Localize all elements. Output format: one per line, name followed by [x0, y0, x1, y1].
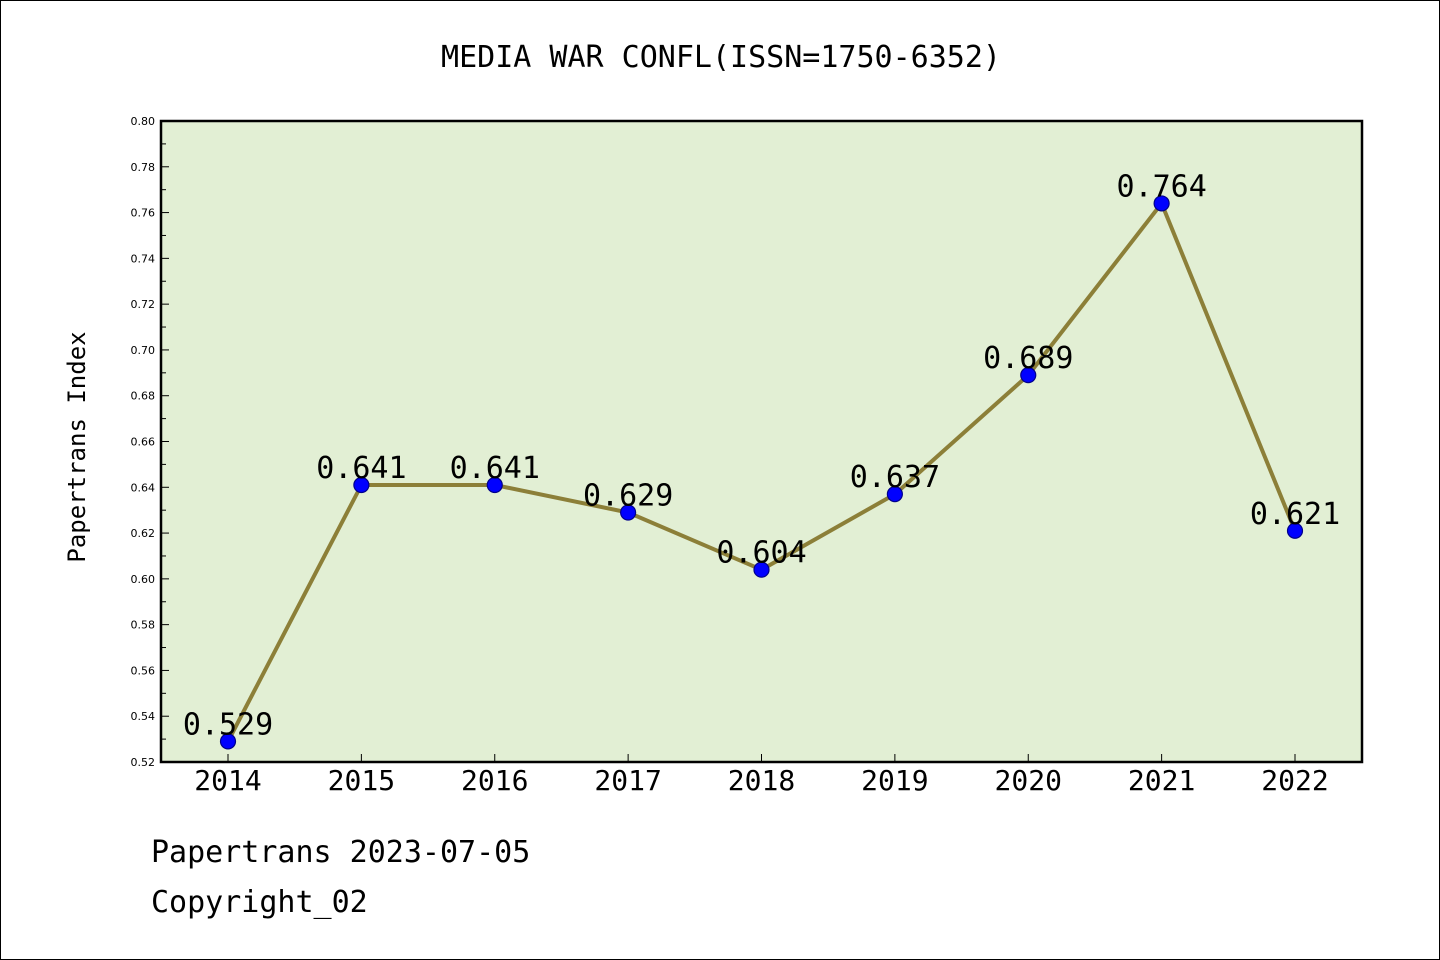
y-tick-label: 0.78 [131, 161, 156, 174]
data-label: 0.604 [716, 536, 806, 571]
data-point-marker [486, 476, 503, 494]
footer-copyright-line: Copyright_02 [151, 885, 368, 920]
y-tick-label: 0.74 [131, 252, 156, 265]
y-tick-label: 0.54 [131, 710, 156, 723]
data-label: 0.629 [583, 478, 673, 513]
y-tick-label: 0.68 [131, 390, 156, 403]
data-point-marker [353, 476, 370, 494]
x-tick-label: 2017 [594, 764, 661, 797]
data-point-marker [1020, 367, 1037, 384]
x-tick-label: 2020 [995, 764, 1062, 797]
y-tick-label: 0.58 [131, 619, 156, 632]
chart-title: MEDIA WAR CONFL(ISSN=1750-6352) [441, 40, 1001, 75]
data-labels: 0.529 0.641 0.641 0.629 0.604 0.637 0.689 0.764… [183, 169, 1340, 742]
y-axis-ticks: 0.52 0.54 0.56 0.58 0.60 0.62 0.64 0.66 0.68 0.70… [131, 115, 169, 769]
y-axis-label: Papertrans Index [63, 331, 91, 562]
plot-area [161, 121, 1362, 762]
x-tick-label: 2014 [194, 764, 261, 797]
y-tick-label: 0.64 [131, 481, 156, 494]
data-point-marker [219, 733, 237, 750]
data-point-marker [1286, 522, 1304, 539]
x-tick-label: 2019 [861, 764, 928, 797]
data-label: 0.529 [183, 707, 273, 742]
y-tick-label: 0.76 [131, 207, 156, 220]
data-label: 0.641 [316, 451, 406, 486]
y-tick-label: 0.56 [131, 664, 156, 677]
y-tick-label: 0.66 [131, 436, 156, 449]
x-tick-label: 2015 [328, 764, 395, 797]
data-point-marker [1153, 195, 1170, 212]
data-point-marker [753, 561, 770, 578]
y-tick-label: 0.72 [131, 298, 156, 311]
plot-frame [159, 119, 1364, 764]
data-label: 0.641 [450, 451, 540, 486]
x-tick-label: 2022 [1261, 764, 1328, 797]
x-tick-label: 2018 [728, 764, 795, 797]
x-axis-ticks: 2014 2015 2016 2017 2018 2019 2020 2021 2022 [194, 754, 1329, 797]
y-tick-label: 0.80 [131, 115, 156, 128]
y-tick-label: 0.62 [131, 527, 156, 540]
series-papertrans-index [219, 195, 1304, 750]
data-point-marker [886, 486, 903, 503]
data-point-marker [620, 504, 637, 521]
y-tick-label: 0.52 [131, 756, 156, 769]
y-tick-label: 0.60 [131, 573, 156, 586]
data-label: 0.689 [983, 341, 1073, 376]
data-label: 0.621 [1250, 497, 1340, 532]
data-label: 0.637 [850, 460, 940, 495]
footer-date-line: Papertrans 2023-07-05 [151, 835, 531, 870]
x-tick-label: 2021 [1128, 764, 1195, 797]
y-tick-label: 0.70 [131, 344, 156, 357]
data-label: 0.764 [1116, 169, 1206, 204]
x-tick-label: 2016 [461, 764, 528, 797]
